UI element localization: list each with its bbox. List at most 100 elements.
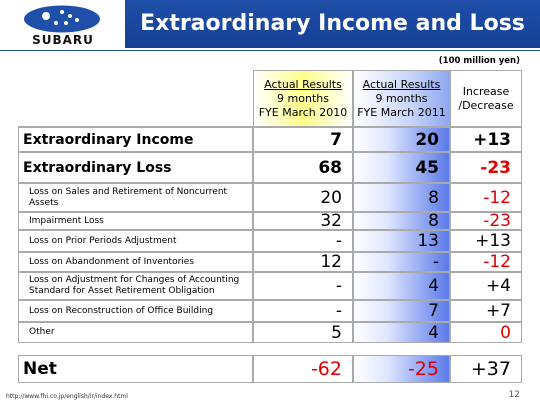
value-text: 7 bbox=[330, 129, 342, 150]
value-cell: -23 bbox=[450, 211, 522, 231]
row-label: Loss on Adjustment for Changes of Accoun… bbox=[18, 272, 253, 300]
value-text: - bbox=[432, 252, 439, 272]
value-cell: 20 bbox=[253, 183, 353, 212]
value-text: 8 bbox=[428, 211, 439, 231]
value-text: -23 bbox=[483, 211, 511, 231]
row-label: Extraordinary Loss bbox=[18, 152, 253, 183]
header-line: FYE March 2010 bbox=[258, 105, 348, 119]
value-cell: -62 bbox=[253, 355, 353, 383]
value-text: 20 bbox=[320, 187, 342, 208]
value-cell: +13 bbox=[450, 127, 522, 152]
header-rule bbox=[0, 50, 540, 51]
logo-text: SUBARU bbox=[32, 33, 94, 47]
row-label-text: Loss on Prior Periods Adjustment bbox=[29, 235, 177, 246]
value-text: 8 bbox=[428, 187, 439, 208]
logo-emblem bbox=[24, 5, 100, 33]
value-cell: 0 bbox=[450, 322, 522, 343]
value-text: +37 bbox=[470, 358, 511, 380]
value-text: +4 bbox=[485, 276, 511, 296]
value-text: 7 bbox=[428, 301, 439, 321]
value-text: 13 bbox=[417, 231, 439, 251]
row-label-text: Extraordinary Loss bbox=[23, 159, 172, 176]
value-text: - bbox=[335, 231, 342, 251]
row-label-text: Loss on Adjustment for Changes of Accoun… bbox=[29, 275, 240, 296]
value-cell: 45 bbox=[353, 152, 450, 183]
slide-title: Extraordinary Income and Loss bbox=[140, 11, 525, 36]
value-cell: -12 bbox=[450, 252, 522, 272]
value-cell: 7 bbox=[253, 127, 353, 152]
value-cell: +4 bbox=[450, 272, 522, 300]
value-cell: 5 bbox=[253, 322, 353, 343]
column-header: Actual Results 9 months FYE March 2010 bbox=[253, 70, 353, 127]
value-cell: 4 bbox=[353, 322, 450, 343]
row-label-text: Loss on Abandonment of Inventories bbox=[29, 256, 195, 267]
value-cell: 4 bbox=[353, 272, 450, 300]
header-line: 9 months bbox=[277, 91, 329, 105]
value-cell: +7 bbox=[450, 300, 522, 322]
page-number: 12 bbox=[508, 390, 520, 400]
value-cell: 20 bbox=[353, 127, 450, 152]
value-cell: -23 bbox=[450, 152, 522, 183]
title-band bbox=[125, 0, 540, 48]
footer-url[interactable]: http://www.fhi.co.jp/english/ir/index.ht… bbox=[6, 393, 128, 400]
value-text: 45 bbox=[415, 157, 439, 178]
column-header: Increase/Decrease bbox=[450, 70, 522, 127]
value-text: 4 bbox=[428, 276, 439, 296]
row-label-text: Other bbox=[29, 327, 55, 337]
value-text: 0 bbox=[500, 322, 511, 343]
unit-note: (100 million yen) bbox=[438, 56, 520, 66]
column-header: Actual Results 9 months FYE March 2011 bbox=[353, 70, 450, 127]
value-cell: - bbox=[253, 300, 353, 322]
row-label: Loss on Abandonment of Inventories bbox=[18, 252, 253, 272]
row-label-text: Impairment Loss bbox=[29, 215, 104, 226]
row-label: Loss on Prior Periods Adjustment bbox=[18, 230, 253, 252]
row-label-text: Net bbox=[23, 359, 57, 379]
value-cell: +37 bbox=[450, 355, 522, 383]
header-line: 9 months bbox=[375, 91, 428, 105]
value-text: -12 bbox=[483, 187, 511, 208]
value-cell: 7 bbox=[353, 300, 450, 322]
value-text: +13 bbox=[475, 231, 511, 251]
value-cell: +13 bbox=[450, 230, 522, 252]
value-cell: 8 bbox=[353, 211, 450, 231]
value-cell: - bbox=[253, 272, 353, 300]
row-label: Impairment Loss bbox=[18, 212, 253, 230]
header-line: Actual Results bbox=[264, 77, 342, 91]
value-text: 20 bbox=[415, 129, 439, 150]
row-label: Other bbox=[18, 322, 253, 343]
value-text: -62 bbox=[310, 358, 342, 380]
row-label: Net bbox=[18, 355, 253, 383]
header-line: Actual Results bbox=[362, 77, 441, 91]
row-label-text: Loss on Sales and Retirement of Noncurre… bbox=[29, 186, 228, 208]
value-cell: -12 bbox=[450, 183, 522, 212]
value-text: 32 bbox=[320, 211, 342, 231]
value-text: 12 bbox=[320, 252, 342, 272]
row-label: Loss on Reconstruction of Office Buildin… bbox=[18, 300, 253, 322]
value-text: +13 bbox=[473, 129, 511, 150]
row-label: Extraordinary Income bbox=[18, 127, 253, 152]
header-line: /Decrease bbox=[458, 98, 514, 112]
value-cell: -25 bbox=[353, 355, 450, 383]
header-line: FYE March 2011 bbox=[357, 105, 446, 119]
row-label-text: Loss on Reconstruction of Office Buildin… bbox=[29, 305, 214, 316]
value-text: -23 bbox=[480, 157, 511, 178]
value-text: - bbox=[335, 276, 342, 296]
value-cell: - bbox=[353, 252, 450, 272]
value-cell: - bbox=[253, 230, 353, 252]
row-label: Loss on Sales and Retirement of Noncurre… bbox=[18, 183, 253, 212]
value-text: +7 bbox=[485, 301, 511, 321]
header-line: Increase bbox=[462, 84, 510, 98]
value-text: - bbox=[335, 301, 342, 321]
header-blank bbox=[18, 70, 253, 127]
value-text: -25 bbox=[407, 358, 439, 380]
value-cell: 68 bbox=[253, 152, 353, 183]
value-text: 68 bbox=[318, 157, 342, 178]
value-text: 5 bbox=[331, 322, 342, 343]
value-cell: 12 bbox=[253, 252, 353, 272]
value-cell: 13 bbox=[353, 230, 450, 252]
value-text: 4 bbox=[428, 322, 439, 343]
value-text: -12 bbox=[483, 252, 511, 272]
row-label-text: Extraordinary Income bbox=[23, 131, 194, 148]
value-cell: 8 bbox=[353, 183, 450, 212]
